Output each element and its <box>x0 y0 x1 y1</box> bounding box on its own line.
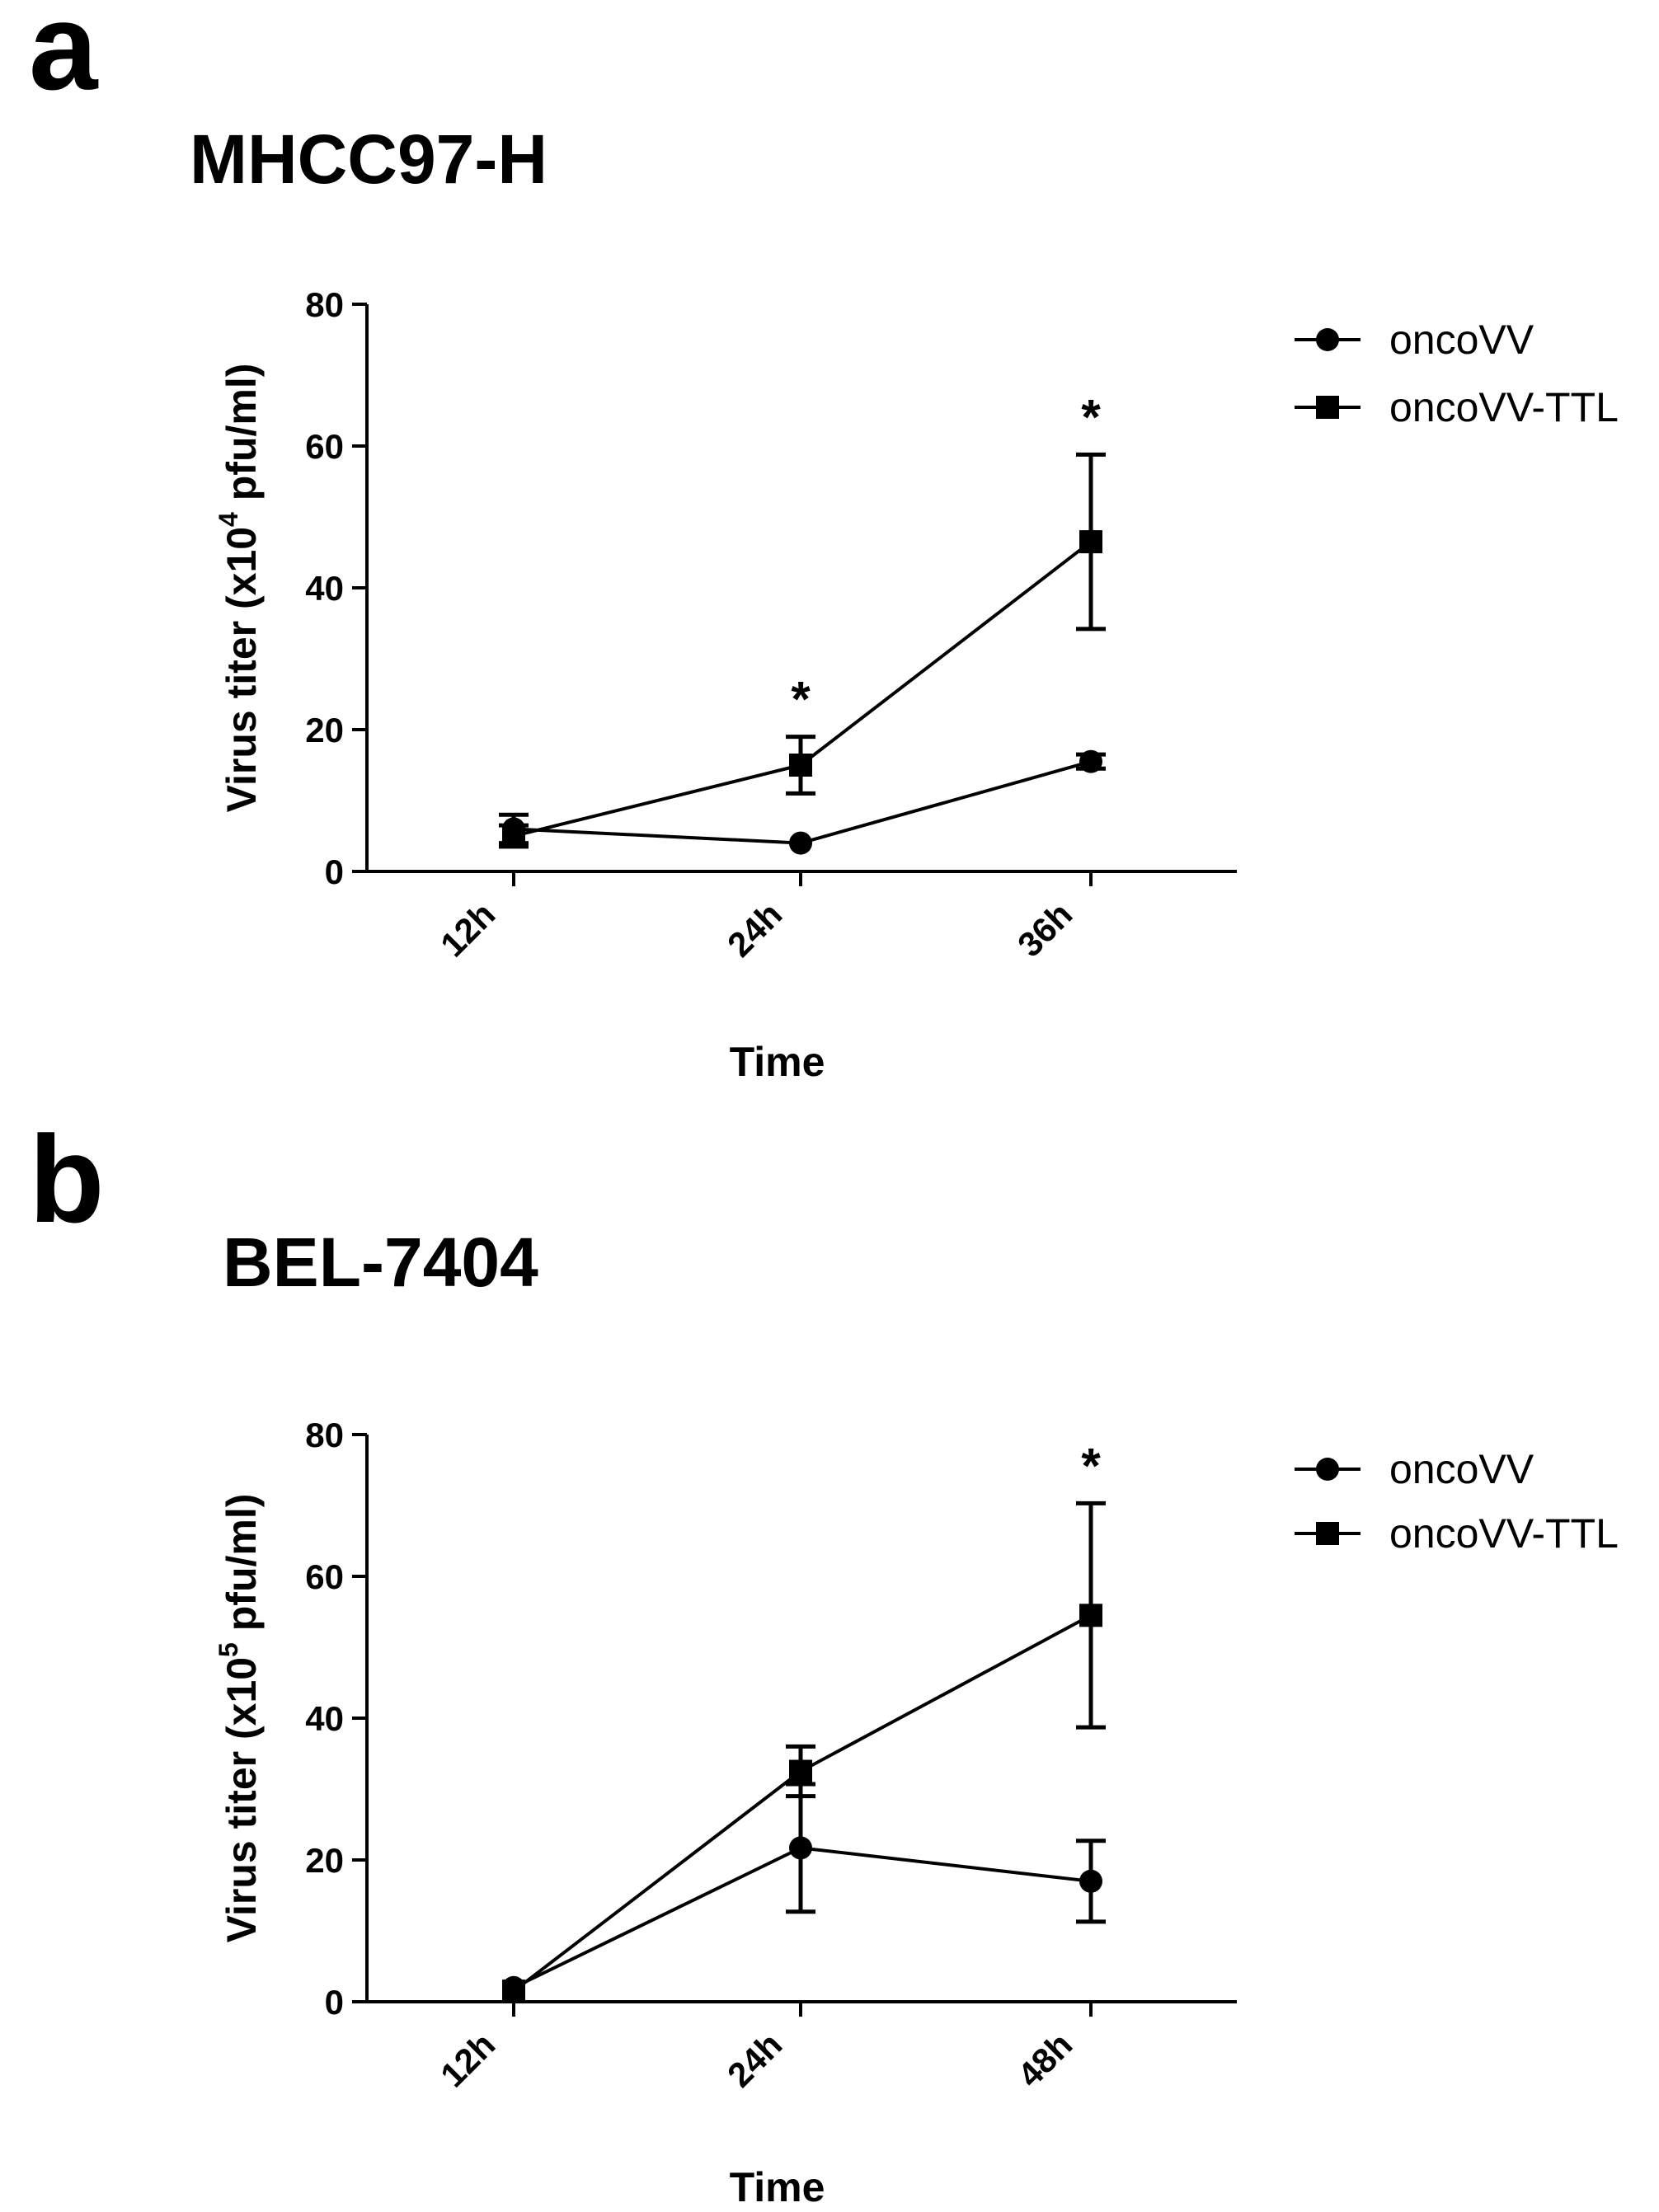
y-axis-label-unit: pfu/ml) <box>219 364 265 513</box>
significance-asterisk: * <box>1081 1438 1101 1493</box>
y-tick-label: 40 <box>305 1699 344 1738</box>
legend-label: oncoVV <box>1389 1446 1534 1492</box>
legend-label: oncoVV-TTL <box>1389 1510 1619 1557</box>
legend-label: oncoVV-TTL <box>1389 384 1619 430</box>
panel-a: a MHCC97-H 0 20 40 60 80 12h 24h 36h Virus titer (… <box>29 0 1619 1085</box>
legend: oncoVV oncoVV-TTL <box>1295 317 1619 430</box>
panel-letter: b <box>29 1110 105 1248</box>
series-oncovv <box>502 1782 1106 1999</box>
legend-label: oncoVV <box>1389 317 1534 363</box>
legend-marker-square <box>1316 396 1339 419</box>
y-tick-label: 60 <box>305 427 344 466</box>
x-tick-label: 24h <box>720 895 789 964</box>
y-tick-label: 60 <box>305 1557 344 1596</box>
series-oncovv-ttl <box>499 452 1106 849</box>
x-tick-label: 12h <box>433 2025 502 2094</box>
panel-b: b BEL-7404 0 20 40 60 80 12h 24h 48h Virus titer (… <box>29 1110 1619 2210</box>
y-tick-label: 80 <box>305 285 344 324</box>
y-tick-label: 0 <box>325 852 344 891</box>
data-point-circle <box>789 831 812 855</box>
chart-title: BEL-7404 <box>223 1223 538 1301</box>
significance-asterisk: * <box>1081 389 1101 444</box>
y-tick-label: 80 <box>305 1416 344 1454</box>
chart-title: MHCC97-H <box>190 120 548 198</box>
data-point-square <box>502 1980 525 2003</box>
legend: oncoVV oncoVV-TTL <box>1295 1446 1619 1557</box>
data-point-square <box>1079 530 1102 554</box>
y-axis-label-exponent: 5 <box>214 1642 243 1657</box>
data-point-square <box>789 1759 812 1783</box>
y-axis-label: Virus titer (x105 pfu/ml) <box>214 1494 265 1943</box>
legend-marker-circle <box>1316 328 1339 351</box>
y-axis-label: Virus titer (x104 pfu/ml) <box>214 364 265 813</box>
legend-marker-circle <box>1316 1458 1339 1481</box>
data-point-circle <box>789 1836 812 1860</box>
x-tick-label: 12h <box>433 895 502 964</box>
y-tick-label: 0 <box>325 1983 344 2022</box>
data-point-square <box>1079 1604 1102 1627</box>
x-tick-label: 36h <box>1010 895 1079 964</box>
legend-marker-square <box>1316 1522 1339 1545</box>
panel-letter: a <box>29 0 99 115</box>
y-tick-label: 20 <box>305 1841 344 1880</box>
data-point-circle <box>1079 749 1102 773</box>
data-point-square <box>502 824 525 848</box>
series-oncovv-ttl <box>502 1500 1106 2003</box>
y-tick-label: 40 <box>305 569 344 608</box>
data-point-square <box>789 754 812 777</box>
x-tick-label: 48h <box>1010 2025 1079 2094</box>
y-axis-label-unit: pfu/ml) <box>219 1494 265 1643</box>
x-axis-label: Time <box>730 1039 825 1085</box>
data-point-circle <box>1079 1869 1102 1893</box>
y-tick-label: 20 <box>305 711 344 749</box>
y-axis-label-main: Virus titer (x10 <box>219 1657 265 1942</box>
significance-asterisk: * <box>791 672 811 727</box>
y-axis-label-main: Virus titer (x10 <box>219 527 265 812</box>
x-axis-label: Time <box>730 2164 825 2210</box>
y-axis-label-exponent: 4 <box>214 512 243 527</box>
x-tick-label: 24h <box>720 2025 789 2094</box>
